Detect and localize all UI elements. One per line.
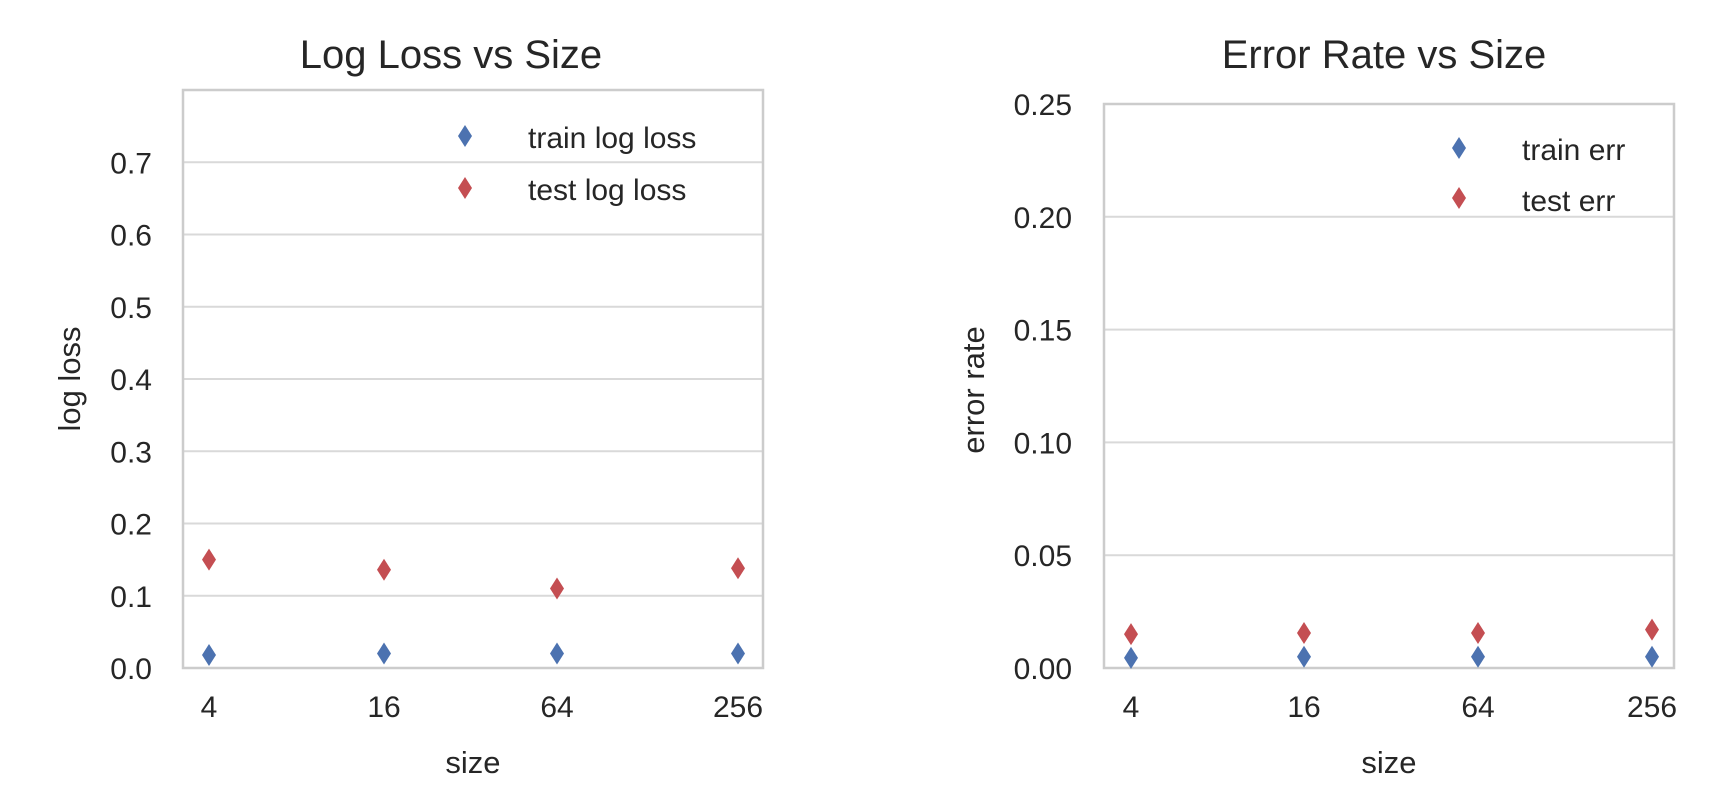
data-point-test	[1124, 623, 1138, 646]
y-tick-label: 0.4	[110, 364, 152, 397]
data-point-test	[731, 557, 745, 580]
x-tick-label: 16	[367, 691, 400, 724]
y-axis-label: error rate	[956, 326, 991, 453]
data-point-test	[1297, 622, 1311, 645]
data-point-train	[1645, 645, 1659, 668]
data-points	[1124, 618, 1659, 669]
legend: train log loss test log loss	[458, 122, 696, 207]
legend-label-train: train err	[1522, 134, 1625, 167]
data-point-train	[731, 642, 745, 665]
legend-label-test: test err	[1522, 185, 1615, 218]
y-tick-label: 0.25	[1014, 89, 1072, 122]
y-tick-labels: 0.0 0.1 0.2 0.3 0.4 0.5 0.6 0.7	[110, 147, 152, 686]
x-tick-labels: 4 16 64 256	[201, 691, 763, 724]
data-point-test	[377, 558, 391, 581]
legend-marker-train	[1452, 137, 1466, 159]
data-point-test	[202, 548, 216, 571]
chart-title: Error Rate vs Size	[1222, 33, 1547, 77]
legend-marker-test	[1452, 187, 1466, 209]
y-tick-label: 0.7	[110, 147, 152, 180]
x-tick-label: 4	[201, 691, 218, 724]
plot-frame	[1102, 102, 1676, 670]
data-point-test	[1471, 622, 1485, 645]
x-tick-label: 4	[1123, 691, 1140, 724]
y-tick-label: 0.1	[110, 581, 152, 614]
legend-marker-train	[458, 125, 472, 147]
data-point-test	[1645, 618, 1659, 641]
legend-label-test: test log loss	[528, 174, 686, 207]
chart-title: Log Loss vs Size	[300, 33, 602, 77]
y-axis-label: log loss	[52, 326, 87, 431]
y-tick-label: 0.10	[1014, 427, 1072, 460]
x-axis-label: size	[445, 745, 500, 780]
error-rate-chart: Error Rate vs Size 0.000.050.100.150.200…	[956, 33, 1677, 780]
gridlines	[183, 161, 763, 669]
log-loss-chart: Log Loss vs Size 0.00.10.20.30.40.50.60.…	[52, 33, 765, 780]
legend-label-train: train log loss	[528, 122, 696, 155]
y-tick-label: 0.15	[1014, 315, 1072, 348]
x-axis-label: size	[1361, 745, 1416, 780]
y-tick-label: 0.2	[110, 509, 152, 542]
data-point-train	[377, 642, 391, 665]
data-point-train	[1124, 646, 1138, 669]
x-tick-label: 256	[1627, 691, 1677, 724]
y-tick-label: 0.0	[110, 653, 152, 686]
x-tick-label: 64	[1461, 691, 1494, 724]
data-point-test	[550, 577, 564, 600]
y-tick-label: 0.3	[110, 436, 152, 469]
data-point-train	[550, 642, 564, 665]
y-tick-label: 0.5	[110, 292, 152, 325]
y-tick-label: 0.00	[1014, 653, 1072, 686]
data-point-train	[202, 643, 216, 666]
y-tick-label: 0.6	[110, 220, 152, 253]
data-point-train	[1471, 645, 1485, 668]
data-points	[202, 548, 745, 666]
legend: train err test err	[1452, 134, 1625, 218]
x-tick-labels: 4 16 64 256	[1123, 691, 1677, 724]
y-tick-label: 0.05	[1014, 540, 1072, 573]
x-tick-label: 256	[713, 691, 763, 724]
data-point-train	[1297, 645, 1311, 668]
plot-frame	[181, 88, 765, 670]
y-tick-label: 0.20	[1014, 202, 1072, 235]
x-tick-label: 64	[540, 691, 573, 724]
y-tick-labels: 0.00 0.05 0.10 0.15 0.20 0.25	[1014, 89, 1072, 686]
x-tick-label: 16	[1287, 691, 1320, 724]
legend-marker-test	[458, 177, 472, 199]
